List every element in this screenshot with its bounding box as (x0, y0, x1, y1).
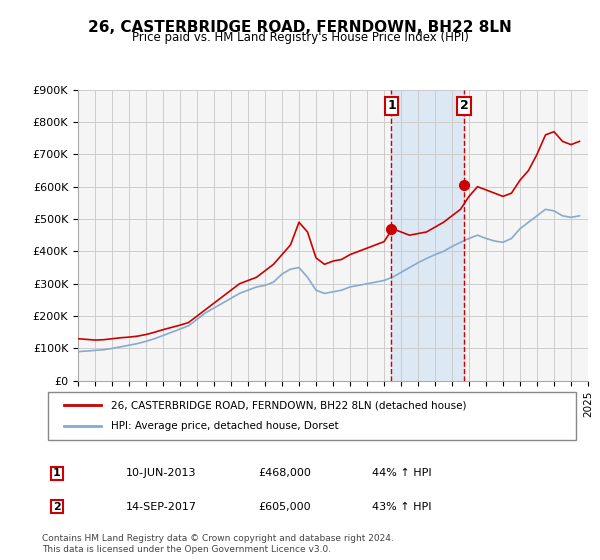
Text: 1: 1 (53, 468, 61, 478)
Text: £605,000: £605,000 (258, 502, 311, 512)
Text: £468,000: £468,000 (258, 468, 311, 478)
Text: 26, CASTERBRIDGE ROAD, FERNDOWN, BH22 8LN: 26, CASTERBRIDGE ROAD, FERNDOWN, BH22 8L… (88, 20, 512, 35)
Text: 10-JUN-2013: 10-JUN-2013 (126, 468, 197, 478)
Text: 26, CASTERBRIDGE ROAD, FERNDOWN, BH22 8LN (detached house): 26, CASTERBRIDGE ROAD, FERNDOWN, BH22 8L… (112, 400, 467, 410)
Text: 44% ↑ HPI: 44% ↑ HPI (372, 468, 431, 478)
Text: 2: 2 (53, 502, 61, 512)
Text: 43% ↑ HPI: 43% ↑ HPI (372, 502, 431, 512)
Text: Price paid vs. HM Land Registry's House Price Index (HPI): Price paid vs. HM Land Registry's House … (131, 31, 469, 44)
Text: 2: 2 (460, 99, 469, 112)
FancyBboxPatch shape (48, 392, 576, 440)
Text: Contains HM Land Registry data © Crown copyright and database right 2024.: Contains HM Land Registry data © Crown c… (42, 534, 394, 543)
Bar (391, 90, 464, 381)
Text: 14-SEP-2017: 14-SEP-2017 (126, 502, 197, 512)
Text: HPI: Average price, detached house, Dorset: HPI: Average price, detached house, Dors… (112, 421, 339, 431)
Text: 1: 1 (387, 99, 396, 112)
Text: This data is licensed under the Open Government Licence v3.0.: This data is licensed under the Open Gov… (42, 545, 331, 554)
